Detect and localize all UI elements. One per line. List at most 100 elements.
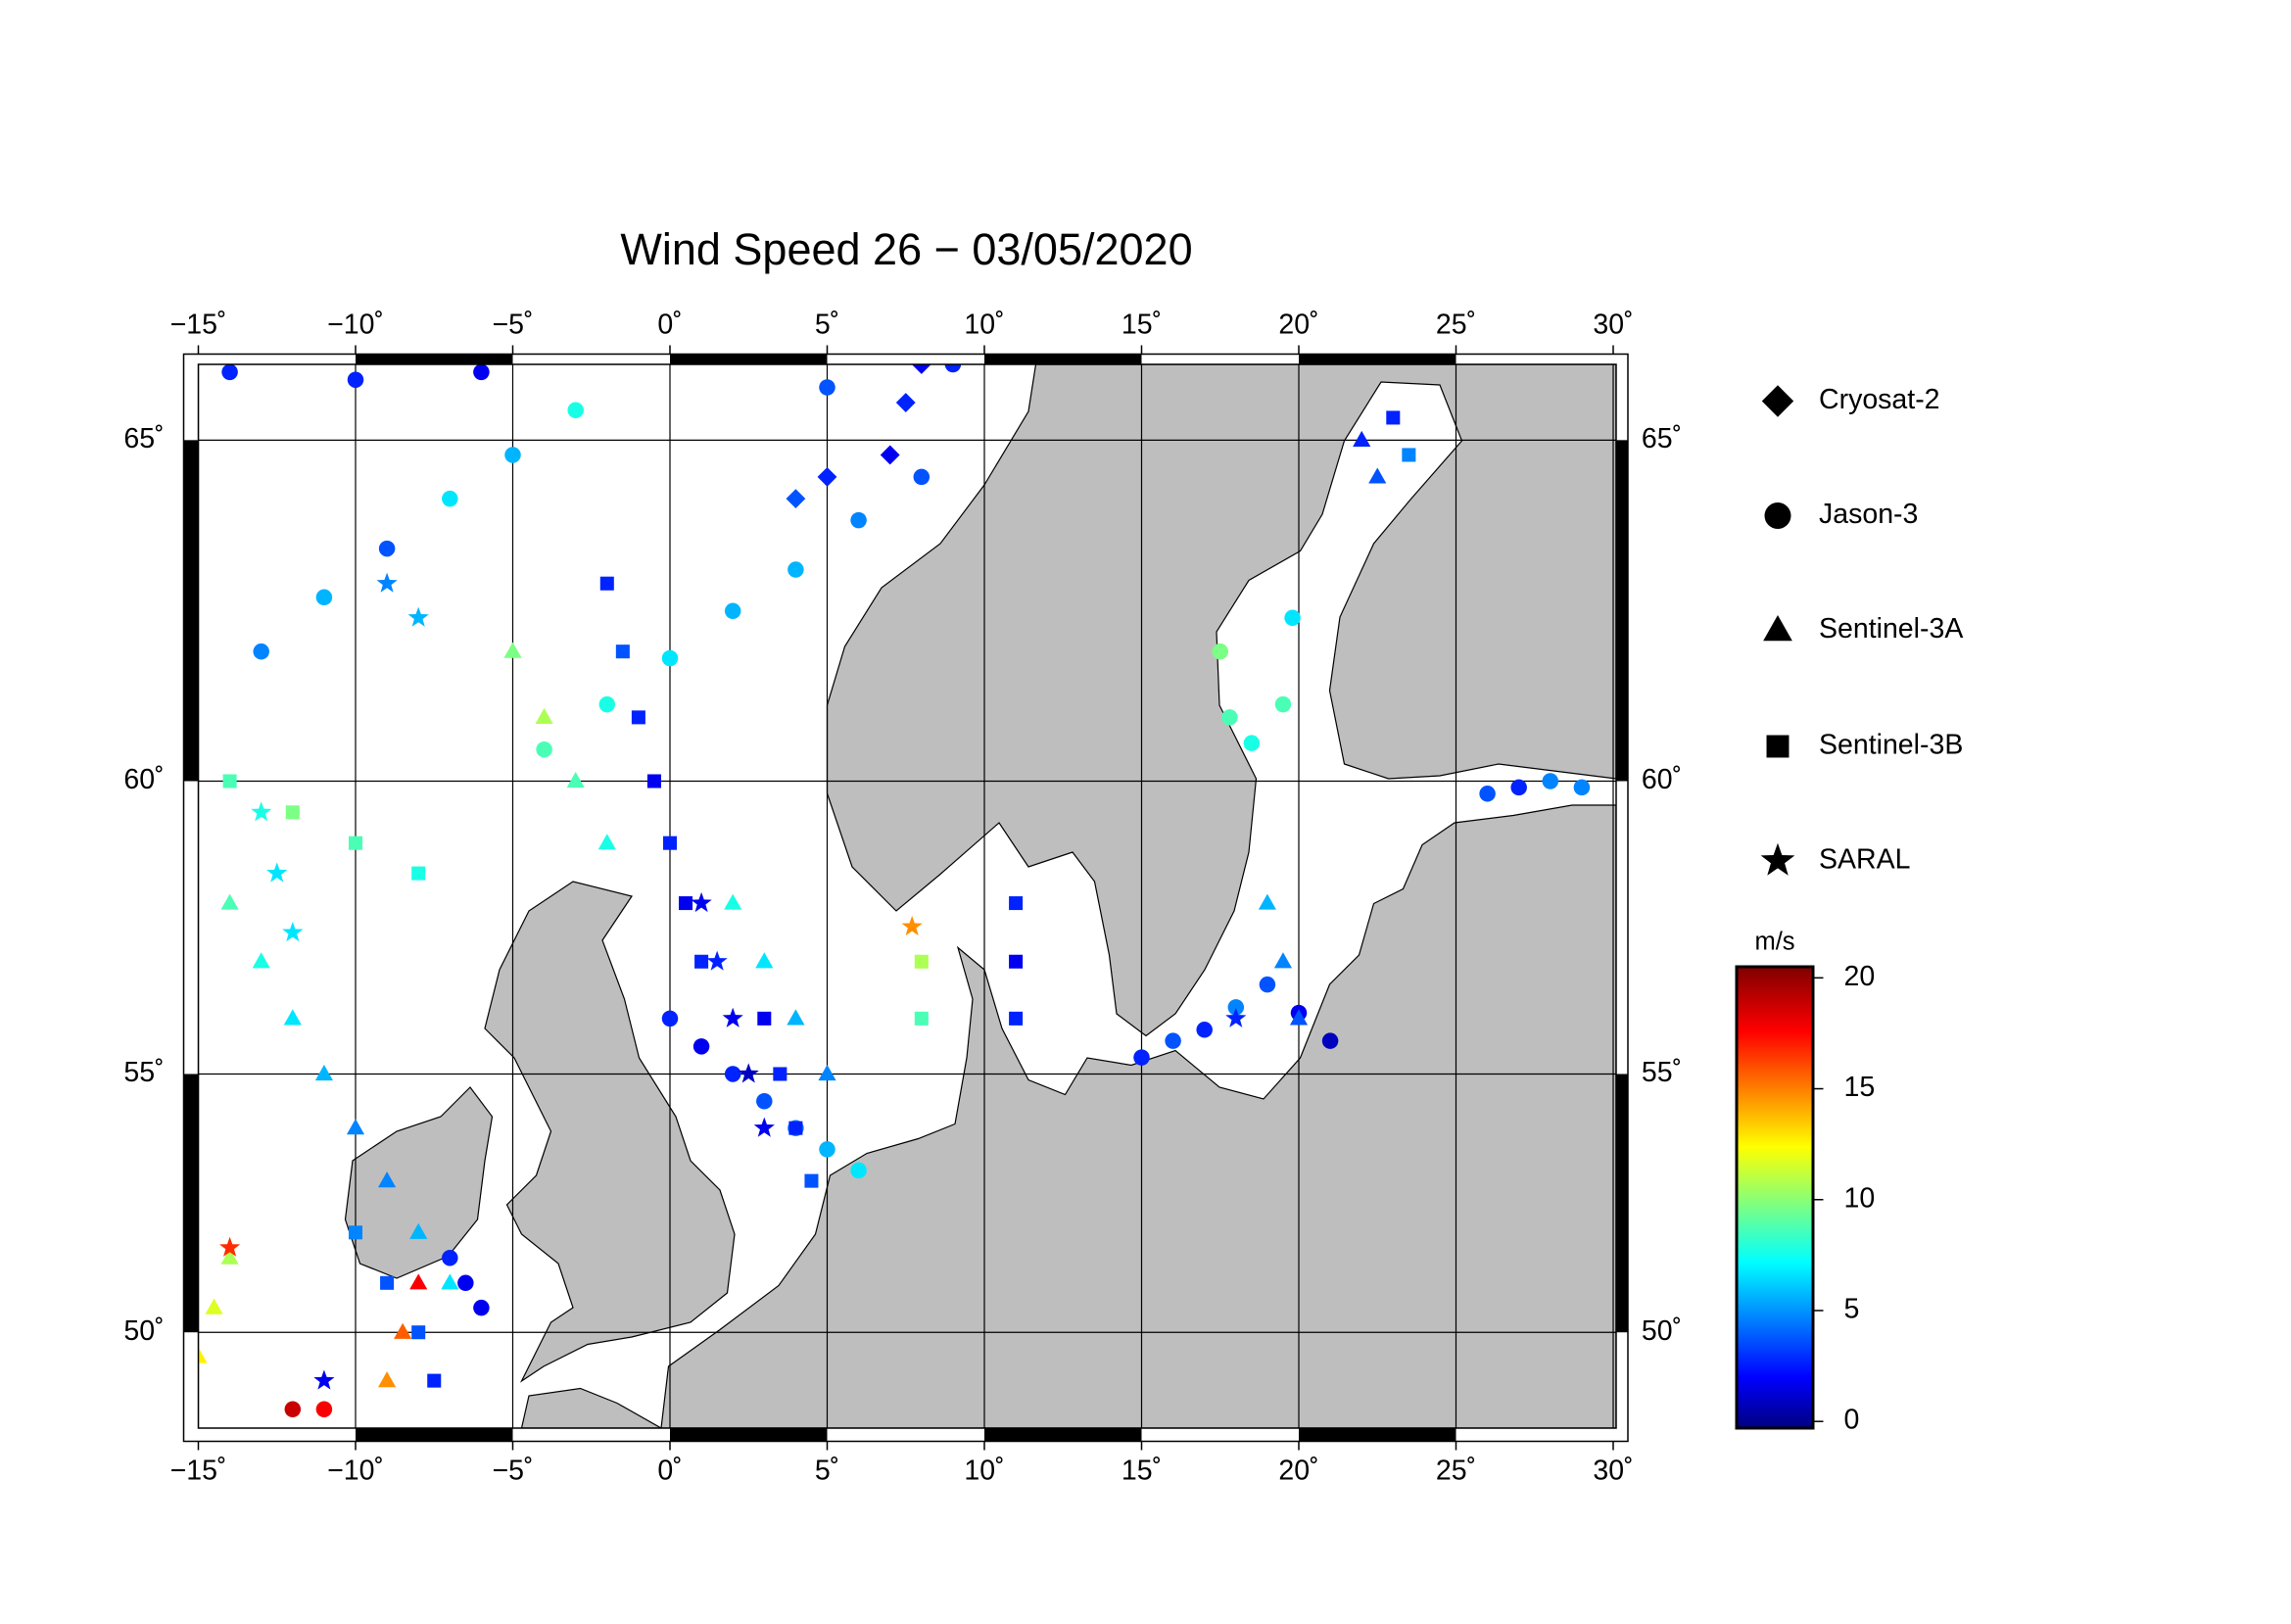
frame-band xyxy=(1299,1428,1456,1442)
legend-label: SARAL xyxy=(1819,844,1910,876)
frame-band xyxy=(356,1428,513,1442)
data-point xyxy=(1479,786,1496,802)
data-point xyxy=(1165,1032,1181,1049)
frame-band xyxy=(183,1074,199,1333)
y-tick-label: 50˚ xyxy=(1642,1315,1682,1347)
data-point xyxy=(1321,1032,1339,1049)
data-point xyxy=(1273,952,1293,969)
data-point xyxy=(314,1064,333,1081)
ireland xyxy=(344,1086,494,1279)
y-tick-label: 50˚ xyxy=(123,1315,164,1347)
data-point xyxy=(1289,1009,1309,1026)
colorbar-tick-label: 0 xyxy=(1844,1405,1860,1436)
data-point xyxy=(901,916,923,936)
data-point xyxy=(380,1275,395,1290)
x-tick-label: 0˚ xyxy=(657,310,682,341)
data-point xyxy=(376,572,398,593)
data-point xyxy=(282,921,304,942)
data-point xyxy=(205,1298,223,1314)
data-point xyxy=(442,490,458,507)
data-point xyxy=(786,489,806,509)
chart-title: Wind Speed 26 − 03/05/2020 xyxy=(620,224,1192,274)
frame-band xyxy=(183,440,199,782)
y-tick-label: 65˚ xyxy=(1642,423,1682,454)
data-point xyxy=(895,393,916,412)
data-point xyxy=(788,561,804,578)
y-tick-label: 55˚ xyxy=(123,1057,164,1088)
data-point xyxy=(220,893,239,910)
frame-band xyxy=(670,1428,828,1442)
data-point xyxy=(348,1225,363,1240)
data-point xyxy=(724,602,741,620)
x-tick-label: 5˚ xyxy=(815,310,839,341)
y-tick-label: 60˚ xyxy=(1642,764,1682,795)
x-tick-label: 5˚ xyxy=(815,1456,839,1487)
colorbar-tick-label: 15 xyxy=(1844,1072,1876,1103)
data-point xyxy=(219,1236,241,1257)
x-tick-label: 15˚ xyxy=(1122,1456,1162,1487)
x-tick-label: 10˚ xyxy=(964,310,1004,341)
legend-label: Cryosat-2 xyxy=(1819,384,1940,415)
data-point xyxy=(756,1093,773,1110)
data-point xyxy=(646,774,661,788)
data-point xyxy=(706,950,728,971)
data-point xyxy=(662,836,678,850)
data-point xyxy=(691,891,712,913)
colorbar-tick-label: 5 xyxy=(1844,1294,1860,1325)
data-point xyxy=(1510,779,1527,796)
data-point xyxy=(1221,709,1238,726)
data-point xyxy=(1009,954,1024,969)
data-point xyxy=(1212,643,1228,660)
data-point xyxy=(1196,1022,1213,1038)
data-point xyxy=(346,1119,365,1135)
data-point xyxy=(1225,1007,1247,1027)
data-point xyxy=(222,774,237,788)
data-point xyxy=(536,740,552,758)
data-point xyxy=(1274,695,1292,713)
data-point xyxy=(1542,773,1559,789)
data-point xyxy=(457,1274,474,1292)
data-point xyxy=(679,896,693,911)
data-point xyxy=(378,1171,397,1188)
data-point xyxy=(251,801,272,822)
map-root: Wind Speed 26 − 03/05/2020 −15˚−15˚−10˚−… xyxy=(123,224,1963,1487)
data-point xyxy=(599,576,614,591)
x-tick-label: 10˚ xyxy=(964,1456,1004,1487)
frame-band xyxy=(670,354,828,364)
x-tick-label: −10˚ xyxy=(327,310,384,341)
y-tick-label: 65˚ xyxy=(123,423,164,454)
data-point xyxy=(503,642,522,658)
data-point xyxy=(850,1162,867,1179)
data-point xyxy=(1368,467,1387,484)
colorbar: m/s 0 5 10 15 20 xyxy=(1735,929,1876,1436)
y-tick-label: 60˚ xyxy=(123,764,164,795)
data-point xyxy=(1353,430,1371,447)
data-point xyxy=(787,1009,805,1026)
data-point xyxy=(738,1063,759,1083)
data-point xyxy=(315,589,333,606)
x-tick-label: 15˚ xyxy=(1122,310,1162,341)
x-tick-label: 30˚ xyxy=(1593,310,1633,341)
x-tick-label: −5˚ xyxy=(493,310,534,341)
data-point xyxy=(378,540,396,557)
map-area xyxy=(198,364,1616,1428)
data-point xyxy=(253,643,269,660)
x-tick-label: −15˚ xyxy=(170,1456,227,1487)
data-point xyxy=(1133,1049,1150,1066)
data-point xyxy=(252,952,270,969)
data-point xyxy=(911,364,931,374)
legend-marker xyxy=(1764,502,1791,529)
data-point xyxy=(284,1401,302,1418)
frame-band xyxy=(1616,440,1628,782)
data-point xyxy=(566,772,585,788)
legend-marker xyxy=(1763,614,1792,642)
data-point xyxy=(407,606,429,627)
data-point xyxy=(473,1299,490,1316)
data-point xyxy=(347,371,364,388)
data-point xyxy=(1259,976,1276,993)
x-tick-label: 20˚ xyxy=(1278,1456,1318,1487)
data-point xyxy=(598,695,616,713)
legend: Cryosat-2 Jason-3 Sentinel-3A Sentinel-3B SA… xyxy=(1760,384,1963,876)
data-point xyxy=(661,649,679,667)
